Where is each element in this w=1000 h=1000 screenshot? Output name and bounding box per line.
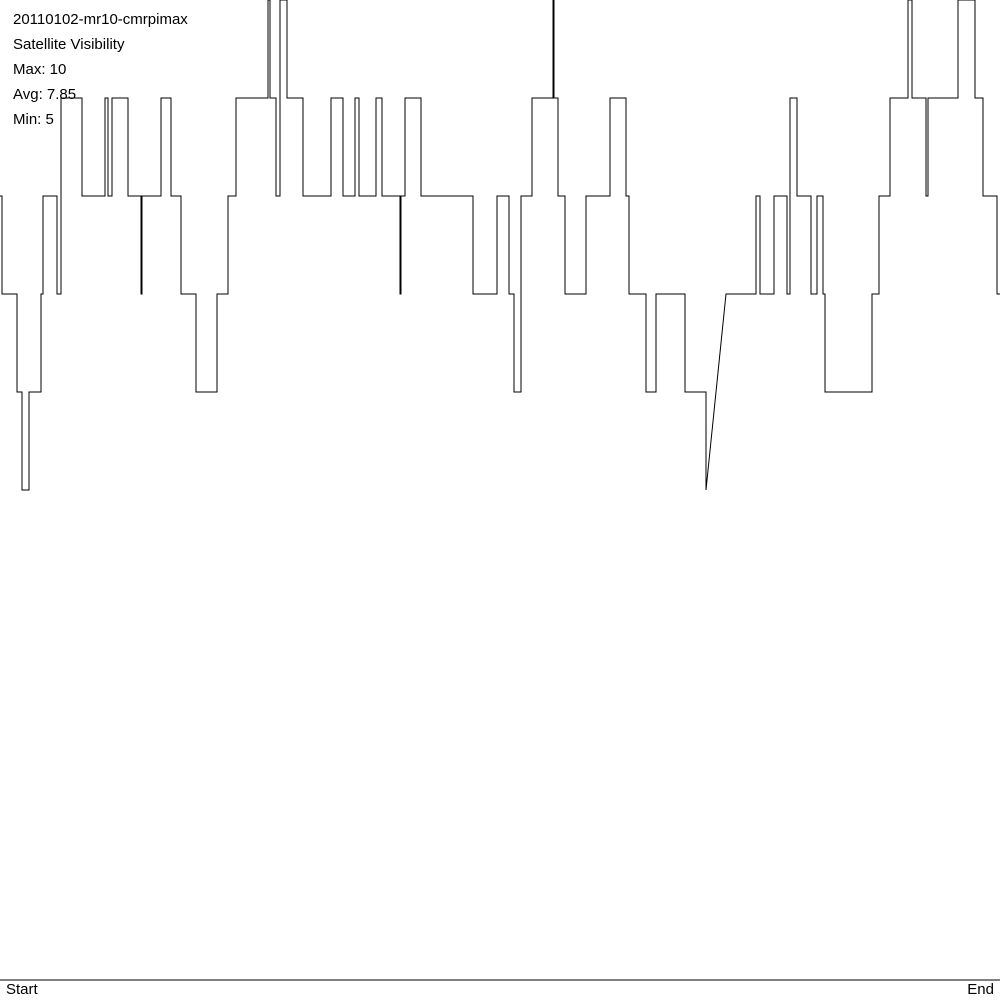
start-label: Start	[6, 981, 39, 998]
end-label: End	[967, 981, 994, 998]
plot-area	[0, 0, 1000, 491]
visibility-line	[0, 0, 1000, 491]
chart-title: 20110102-mr10-cmrpimax	[13, 11, 188, 28]
stat-min: Min: 5	[13, 111, 54, 128]
stat-max: Max: 10	[13, 61, 66, 78]
stat-avg: Avg: 7.85	[13, 86, 76, 103]
chart-subtitle: Satellite Visibility	[13, 36, 125, 53]
